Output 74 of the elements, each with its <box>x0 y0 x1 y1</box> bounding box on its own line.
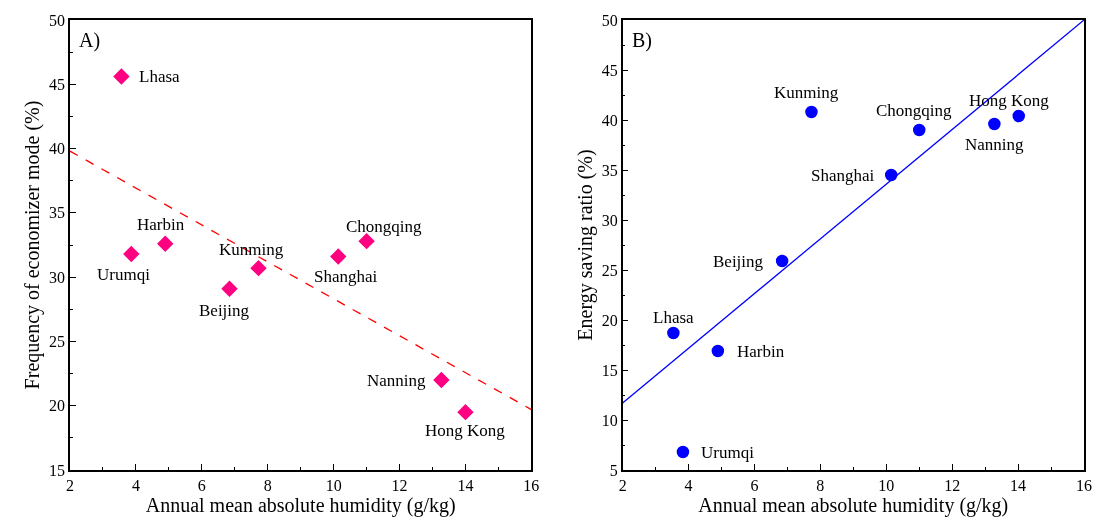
point <box>912 123 926 137</box>
y-tick-label: 45 <box>49 75 66 93</box>
x-tick-label: 10 <box>325 476 342 494</box>
x-tick-label: 12 <box>391 476 408 494</box>
x-tick-label: 14 <box>1010 476 1027 494</box>
annotation: Harbin <box>137 215 185 234</box>
y-tick-label: 40 <box>601 111 618 129</box>
x-tick-label: 10 <box>878 476 895 494</box>
text: B) <box>632 29 652 52</box>
y-tick-label: 50 <box>49 11 66 29</box>
y-tick-label: 30 <box>601 211 618 229</box>
y-tick-label: 35 <box>601 161 618 179</box>
point <box>711 344 725 358</box>
x-tick-label: 16 <box>1076 476 1092 494</box>
point <box>805 105 818 119</box>
annotation: Harbin <box>737 342 785 361</box>
annotation: Hong Kong <box>425 421 506 440</box>
y-tick-label: 45 <box>601 61 618 79</box>
annotation: Nanning <box>965 135 1025 154</box>
x-tick-label: 2 <box>66 476 74 494</box>
annotation: Urumqi <box>97 265 151 284</box>
point <box>667 326 680 340</box>
y-tick-label: 20 <box>49 397 66 415</box>
y-tick-label: 15 <box>601 361 618 379</box>
x-tick-label: 4 <box>684 476 693 494</box>
annotation: Kunming <box>219 240 284 259</box>
annotation: Urumqi <box>701 443 755 462</box>
point <box>676 445 690 459</box>
annotation: Lhasa <box>139 67 181 86</box>
annotation: Nanning <box>367 371 427 390</box>
x-tick-label: 8 <box>263 476 272 494</box>
x-tick-label: 16 <box>523 476 540 494</box>
point <box>457 404 474 421</box>
y-axis-title: Frequency of economizer mode (%) <box>21 100 45 390</box>
y-tick-label: 40 <box>49 140 66 158</box>
point <box>988 117 1001 131</box>
y-tick-label: 50 <box>601 11 618 29</box>
y-tick-label: 25 <box>49 333 66 351</box>
annotation: Shanghai <box>811 166 875 185</box>
annotation: Kunming <box>774 83 839 102</box>
x-tick-label: 4 <box>131 476 140 494</box>
annotation: Chongqing <box>876 101 953 120</box>
x-tick-label: 6 <box>750 476 759 494</box>
y-tick-label: 20 <box>601 311 618 329</box>
y-tick-label: 25 <box>601 261 618 279</box>
x-axis-title: Annual mean absolute humidity (g/kg) <box>145 493 456 517</box>
point <box>250 260 267 277</box>
text: A) <box>79 29 101 52</box>
point <box>330 248 347 265</box>
y-tick-label: 10 <box>601 411 618 429</box>
point <box>884 168 898 182</box>
x-tick-label: 14 <box>457 476 474 494</box>
x-tick-label: 6 <box>197 476 206 494</box>
point <box>433 372 450 388</box>
point <box>123 246 140 262</box>
x-tick-label: 12 <box>944 476 961 494</box>
annotation: Chongqing <box>346 217 423 236</box>
annotation: Beijing <box>199 301 250 320</box>
point <box>775 254 789 268</box>
y-tick-label: 35 <box>49 204 66 222</box>
y-axis-title: Energy saving ratio (%) <box>573 149 597 341</box>
annotation: Shanghai <box>314 267 378 286</box>
x-tick-label: 8 <box>816 476 825 494</box>
y-tick-label: 5 <box>609 461 618 479</box>
x-tick-label: 2 <box>618 476 627 494</box>
annotation: Beijing <box>713 252 764 271</box>
y-tick-label: 15 <box>49 461 66 479</box>
point <box>157 235 174 252</box>
y-tick-label: 30 <box>49 268 66 286</box>
point <box>113 68 130 85</box>
point <box>1012 109 1025 123</box>
annotation: Lhasa <box>653 308 695 327</box>
x-axis-title: Annual mean absolute humidity (g/kg) <box>698 493 1009 517</box>
point <box>221 280 238 297</box>
